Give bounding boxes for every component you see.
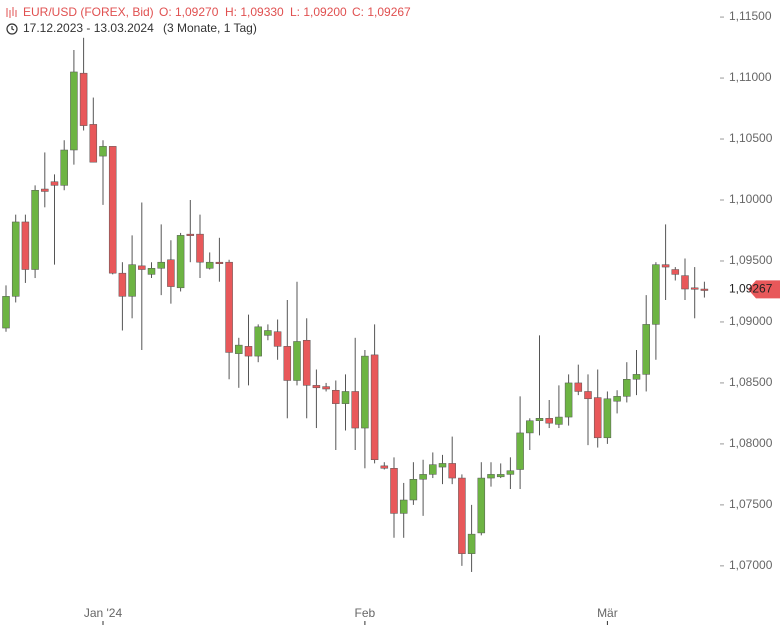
candle-body <box>21 221 30 270</box>
candle-body <box>661 264 670 268</box>
candle-body <box>225 261 233 353</box>
candle-body <box>89 124 98 163</box>
candle-body <box>128 264 136 297</box>
header-icon <box>6 7 17 18</box>
candle-body <box>652 264 660 325</box>
candle-body <box>613 396 621 402</box>
candle-body <box>244 346 253 357</box>
y-tick-label: 1,10500 <box>729 131 773 145</box>
candle-body <box>496 474 505 478</box>
instrument: EUR/USD (FOREX, Bid) <box>23 5 154 19</box>
y-tick-label: 1,09500 <box>729 253 773 267</box>
candle-body <box>167 259 175 287</box>
last-price-tag <box>748 280 780 299</box>
candle-body <box>41 188 49 192</box>
x-tick-label: Feb <box>355 606 376 620</box>
candle-body <box>70 71 78 151</box>
candle-body <box>419 474 427 480</box>
candle-body <box>254 326 262 357</box>
candle-body <box>138 265 146 270</box>
candle-body <box>526 420 534 434</box>
candle-body <box>157 261 165 269</box>
candle-body <box>332 389 340 404</box>
candle-body <box>535 418 544 421</box>
candle-body <box>60 149 68 186</box>
low-label: L: 1,09200 <box>290 5 347 19</box>
y-tick-label: 1,09000 <box>729 314 773 328</box>
candle-body <box>399 499 408 514</box>
candle-body <box>293 341 301 381</box>
candle-body <box>390 468 398 514</box>
candle-body <box>351 391 359 429</box>
candle-body <box>370 354 379 461</box>
candle-body <box>196 233 204 263</box>
candle-body <box>264 330 272 336</box>
candle-body <box>555 416 563 425</box>
y-tick-label: 1,10000 <box>729 192 773 206</box>
candle-body <box>99 146 107 157</box>
candle-body <box>681 275 689 290</box>
y-tick-label: 1,11000 <box>729 70 772 84</box>
y-tick-label: 1,08000 <box>729 436 773 450</box>
open-label: O: 1,09270 <box>159 5 219 19</box>
candle-body <box>2 296 10 329</box>
candle-body <box>11 221 20 297</box>
candle-body <box>322 386 330 390</box>
candle-body <box>79 72 88 126</box>
y-tick-label: 1,07000 <box>729 558 773 572</box>
candle-body <box>341 391 350 404</box>
candle-body <box>448 463 456 479</box>
period: (3 Monate, 1 Tag) <box>163 21 257 35</box>
candle-body <box>409 479 418 501</box>
close-label: C: 1,09267 <box>352 5 411 19</box>
candle-body <box>584 391 592 400</box>
candle-body <box>108 146 117 274</box>
candle-body <box>487 474 495 479</box>
candle-body <box>235 344 243 354</box>
candle-body <box>273 331 282 347</box>
candle-body <box>215 261 224 264</box>
candle-body <box>361 355 369 429</box>
x-tick-label: Jan '24 <box>84 606 123 620</box>
y-tick-label: 1,07500 <box>729 497 773 511</box>
candle-body <box>458 477 466 554</box>
candle-body <box>380 465 389 469</box>
candle-body <box>283 346 292 381</box>
candle-body <box>574 382 583 392</box>
candle-body <box>438 463 447 468</box>
candle-body <box>564 382 573 418</box>
candle-body <box>118 272 127 297</box>
candle-body <box>623 379 631 397</box>
candle-body <box>467 533 476 554</box>
candle-body <box>632 374 641 380</box>
date-range: 17.12.2023 - 13.03.2024 <box>23 21 154 35</box>
candle-body <box>186 233 195 236</box>
candle-body <box>671 269 680 275</box>
candle-body <box>205 261 214 269</box>
candle-body <box>593 397 602 439</box>
last-price-label: 1,09267 <box>729 282 773 296</box>
x-tick-label: Mär <box>597 606 618 620</box>
y-tick-label: 1,11500 <box>729 9 772 23</box>
candle-body <box>642 324 650 375</box>
clock-icon <box>6 23 18 35</box>
candle-body <box>516 432 524 470</box>
candle-body <box>31 189 39 270</box>
candle-body <box>603 398 612 439</box>
candle-body <box>700 288 709 291</box>
candle-body <box>176 235 185 289</box>
candle-body <box>147 268 156 275</box>
candle-body <box>50 181 59 186</box>
high-label: H: 1,09330 <box>225 5 284 19</box>
candle-body <box>302 339 311 386</box>
candle-body <box>506 470 515 475</box>
candle-body <box>545 418 553 424</box>
candle-body <box>477 477 486 534</box>
candle-body <box>690 287 699 290</box>
y-tick-label: 1,08500 <box>729 375 773 389</box>
candle-body <box>312 385 321 389</box>
candle-body <box>429 464 437 475</box>
